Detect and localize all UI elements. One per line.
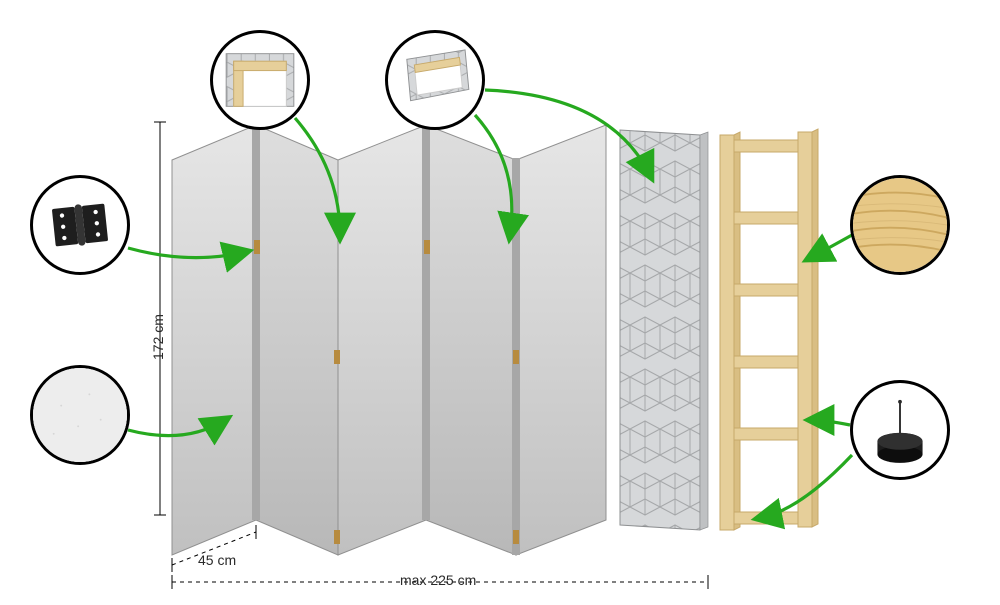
- diagram-svg: [0, 0, 1000, 600]
- callout-corner-detail-1: [210, 30, 310, 130]
- dim-height-label: 172 cm: [150, 314, 166, 360]
- callout-wood-material: [850, 175, 950, 275]
- callout-corner-detail-2: [385, 30, 485, 130]
- diagram-stage: 172 cm 45 cm max 225 cm: [0, 0, 1000, 600]
- callout-foot-pin: [850, 380, 950, 480]
- wood-frame: [720, 129, 818, 530]
- patterned-panel: [620, 130, 708, 530]
- dim-total-width-label: max 225 cm: [400, 572, 476, 588]
- callout-canvas-texture: [30, 365, 130, 465]
- callout-hinge: [30, 175, 130, 275]
- dim-panel-width-label: 45 cm: [198, 552, 236, 568]
- folding-panels: [172, 123, 606, 555]
